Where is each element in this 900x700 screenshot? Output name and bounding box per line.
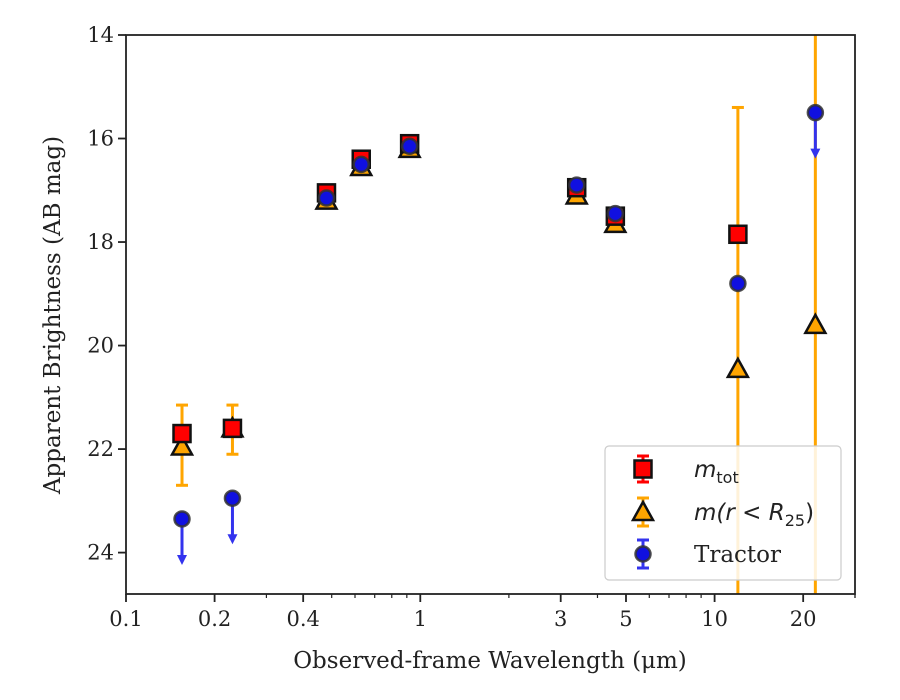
x-tick-label-4: 3 [554, 607, 567, 631]
series-0-point-1-marker [222, 418, 243, 439]
series-2-point-4-marker [400, 137, 419, 156]
legend-item-2: Tractor [634, 538, 781, 570]
x-axis-label: Observed-frame Wavelength (μm) [293, 648, 687, 674]
legend-item-1-label-main: m(r < R [694, 500, 785, 526]
legend-item-1-label-sub: 25 [785, 511, 805, 530]
series-1-point-0-marker [169, 433, 195, 456]
x-tick-label-5: 5 [619, 607, 632, 631]
legend-box [604, 445, 842, 581]
series-2-point-2-marker [317, 189, 336, 207]
axes: 0.1 0.2 0.4 1 3 5 10 20 14 16 18 20 22 24 [87, 23, 856, 631]
series-0-point-0-marker [172, 423, 192, 444]
series-2-point-7-marker [729, 274, 747, 293]
legend-item-0-marker [633, 459, 653, 479]
legend-item-1-label-tail: ) [805, 500, 814, 526]
series-2-point-1-marker [223, 489, 242, 507]
series-1-point-8-marker [803, 312, 828, 335]
legend-item-0-label-main: m [694, 457, 716, 483]
series-2-point-1-limit-arrow [227, 534, 238, 545]
x-tick-label-6: 10 [701, 607, 728, 631]
series-2-point-3-marker [352, 155, 370, 174]
legend-item-2-label: Tractor [694, 542, 781, 568]
x-tick-label-2: 0.4 [286, 607, 319, 631]
series-2-point-8-marker [806, 103, 825, 122]
series-2-point-0-marker [173, 510, 191, 528]
y-axis-label: Apparent Brightness (AB mag) [40, 136, 66, 495]
y-tick-label-1: 16 [87, 127, 114, 151]
legend-item-0-label: mtot [694, 457, 739, 487]
y-tick-label-2: 18 [87, 230, 114, 254]
series-2-point-5-marker [567, 176, 586, 194]
legend-item-1-marker [630, 499, 656, 522]
legend-item-1: m(r < R25) [630, 496, 814, 530]
series-0-point-7-marker [728, 224, 748, 245]
legend-item-0-label-sub: tot [716, 468, 738, 487]
legend-item-1-label: m(r < R25) [694, 500, 814, 530]
x-tick-label-7: 20 [790, 607, 817, 631]
y-tick-label-3: 20 [87, 334, 114, 358]
plot-area [169, 35, 828, 594]
legend-item-0: mtot [633, 454, 739, 487]
y-tick-label-5: 24 [87, 541, 114, 565]
series-2-point-6-marker [606, 204, 625, 223]
x-tick-label-3: 1 [414, 607, 427, 631]
y-tick-label-4: 22 [87, 437, 114, 461]
legend-item-2-marker [634, 545, 652, 563]
series-2-point-0-limit-arrow [177, 554, 188, 565]
series-2-point-8-limit-arrow [810, 148, 821, 159]
y-tick-label-0: 14 [87, 23, 114, 47]
x-tick-label-1: 0.2 [198, 607, 231, 631]
legend: mtot m(r < R25) Tractor [604, 445, 842, 581]
plot-frame [125, 34, 856, 595]
x-tick-label-0: 0.1 [109, 607, 142, 631]
series-1-point-7-marker [725, 356, 751, 379]
